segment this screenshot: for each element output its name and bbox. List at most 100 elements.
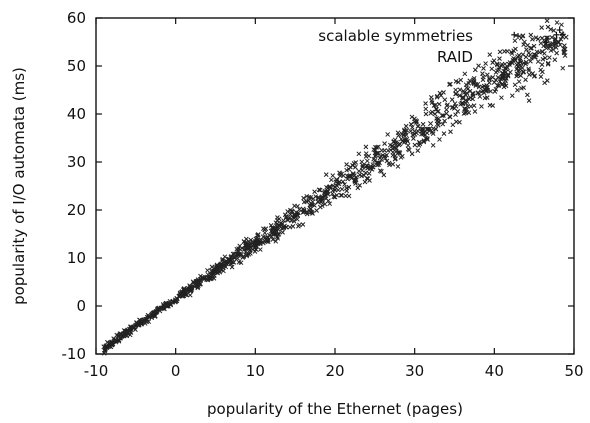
raid-point: [539, 25, 545, 30]
raid-point: [412, 116, 417, 122]
raid-point: [128, 325, 134, 331]
raid-point: [525, 92, 530, 98]
raid-point: [294, 216, 300, 222]
scalable-symmetries-point: [543, 39, 550, 45]
raid-point: [437, 137, 442, 142]
raid-point: [534, 49, 540, 55]
raid-point: [412, 142, 418, 148]
x-tick-label: 0: [171, 362, 181, 380]
raid-point: [560, 65, 566, 71]
raid-point: [493, 86, 499, 92]
raid-point: [529, 45, 534, 51]
raid-point: [480, 74, 486, 80]
raid-point: [398, 155, 404, 160]
raid-point: [317, 197, 323, 202]
raid-point: [417, 139, 422, 145]
raid-point: [371, 156, 377, 162]
raid-point: [533, 35, 539, 40]
raid-point: [243, 236, 249, 242]
raid-point: [512, 82, 518, 88]
raid-point: [483, 61, 488, 66]
raid-point: [160, 302, 166, 307]
raid-point: [524, 47, 529, 52]
raid-point: [301, 195, 306, 201]
raid-point: [323, 172, 329, 178]
raid-point: [547, 55, 552, 60]
raid-point: [544, 18, 550, 24]
raid-point: [339, 186, 345, 192]
raid-point: [423, 106, 429, 112]
raid-point: [475, 90, 481, 96]
raid-point: [441, 113, 446, 118]
raid-point: [274, 223, 280, 229]
raid-point: [503, 66, 509, 72]
raid-point: [437, 90, 443, 96]
y-tick-label: 50: [67, 57, 86, 75]
raid-point: [128, 330, 134, 335]
raid-point: [122, 330, 127, 336]
raid-point: [144, 319, 150, 325]
raid-point: [382, 141, 387, 146]
raid-point: [539, 35, 545, 41]
raid-point: [379, 169, 384, 174]
raid-point: [562, 53, 568, 58]
raid-point: [423, 101, 428, 106]
raid-point: [376, 144, 381, 150]
raid-point: [442, 118, 447, 124]
raid-point: [331, 194, 337, 200]
raid-point: [269, 225, 275, 231]
raid-point: [364, 158, 370, 164]
raid-point: [363, 154, 369, 159]
raid-point: [410, 132, 416, 138]
raid-point: [447, 114, 453, 120]
y-axis-title: popularity of I/O automata (ms): [10, 67, 28, 305]
raid-point: [521, 69, 527, 75]
raid-point: [382, 148, 387, 153]
raid-point: [344, 162, 349, 167]
raid-point: [237, 243, 243, 249]
raid-point: [549, 35, 555, 40]
raid-point: [421, 131, 426, 137]
raid-point: [430, 142, 436, 148]
raid-point: [482, 95, 488, 101]
raid-point: [449, 105, 455, 111]
raid-point: [240, 254, 246, 260]
raid-point: [409, 125, 415, 130]
scalable-symmetries-point: [559, 31, 566, 38]
raid-point: [238, 247, 243, 252]
raid-point: [551, 28, 557, 33]
raid-point: [334, 183, 340, 189]
raid-point: [230, 251, 236, 257]
raid-point: [356, 151, 362, 157]
raid-point: [351, 161, 357, 166]
raid-point: [403, 123, 409, 129]
series-raid-points: [101, 18, 569, 356]
raid-point: [457, 93, 462, 99]
raid-point: [232, 255, 238, 261]
raid-point: [325, 191, 331, 197]
raid-point: [545, 24, 551, 30]
raid-point: [539, 62, 545, 67]
raid-point: [444, 103, 450, 109]
raid-point: [366, 171, 372, 176]
raid-point: [309, 202, 314, 207]
raid-point: [515, 87, 520, 93]
raid-point: [363, 144, 369, 150]
raid-point: [296, 223, 301, 229]
y-tick-label: 60: [67, 9, 86, 27]
raid-point: [526, 98, 532, 103]
raid-point: [348, 164, 353, 170]
raid-point: [559, 22, 564, 28]
raid-point: [350, 172, 356, 177]
raid-point: [430, 126, 436, 131]
raid-point: [108, 344, 114, 350]
raid-point: [467, 88, 473, 94]
raid-point: [393, 149, 399, 155]
raid-point: [306, 207, 312, 213]
raid-point: [415, 148, 421, 153]
raid-point: [260, 226, 266, 232]
raid-point: [544, 35, 549, 41]
raid-point: [276, 216, 282, 222]
raid-point: [295, 213, 301, 219]
raid-point: [461, 111, 467, 116]
